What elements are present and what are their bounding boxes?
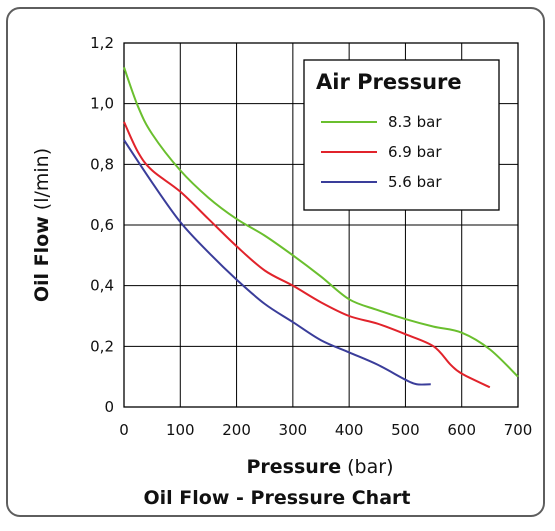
- x-tick-label: 100: [166, 421, 195, 439]
- y-tick-label: 1,2: [90, 34, 114, 52]
- y-tick-label: 0,8: [90, 155, 114, 173]
- x-tick-label: 200: [222, 421, 251, 439]
- y-tick-label: 0: [104, 398, 114, 416]
- x-tick-labels: 0 100 200 300 400 500 600 700: [119, 421, 532, 439]
- series-line-2: [123, 121, 491, 389]
- legend-label: 8.3 bar: [388, 113, 442, 131]
- x-tick-label: 0: [119, 421, 129, 439]
- plot-area-border: [123, 42, 519, 408]
- x-tick-label: 600: [447, 421, 476, 439]
- y-tick-label: 0,2: [90, 337, 114, 355]
- legend-label: 5.6 bar: [388, 173, 442, 191]
- y-axis-label: Oil Flow (l/min): [31, 148, 53, 302]
- y-axis-label-bold: Oil Flow: [31, 216, 53, 302]
- x-tick-label: 500: [391, 421, 420, 439]
- chart-title: Oil Flow - Pressure Chart: [144, 487, 411, 509]
- y-axis-label-unit: (l/min): [31, 148, 53, 210]
- y-tick-label: 1,0: [90, 95, 114, 113]
- series-line-3: [123, 139, 431, 386]
- y-tick-label: 0,6: [90, 216, 114, 234]
- x-tick-label: 400: [335, 421, 364, 439]
- x-axis-label: Pressure (bar): [247, 456, 394, 478]
- legend-items: 8.3 bar 6.9 bar 5.6 bar: [321, 113, 442, 191]
- legend: Air Pressure 8.3 bar 6.9 bar 5.6 bar: [303, 59, 500, 211]
- x-tick-label: 300: [279, 421, 308, 439]
- x-axis-label-bold: Pressure: [247, 456, 342, 478]
- series-lines: [123, 66, 519, 389]
- series-line-1: [123, 66, 519, 378]
- x-tick-label: 700: [504, 421, 533, 439]
- x-axis-label-unit: (bar): [347, 456, 393, 478]
- legend-title: Air Pressure: [316, 70, 462, 94]
- y-tick-label: 0,4: [90, 277, 114, 295]
- legend-label: 6.9 bar: [388, 143, 442, 161]
- y-tick-labels: 0 0,2 0,4 0,6 0,8 1,0 1,2: [90, 34, 114, 416]
- legend-box: [303, 59, 500, 211]
